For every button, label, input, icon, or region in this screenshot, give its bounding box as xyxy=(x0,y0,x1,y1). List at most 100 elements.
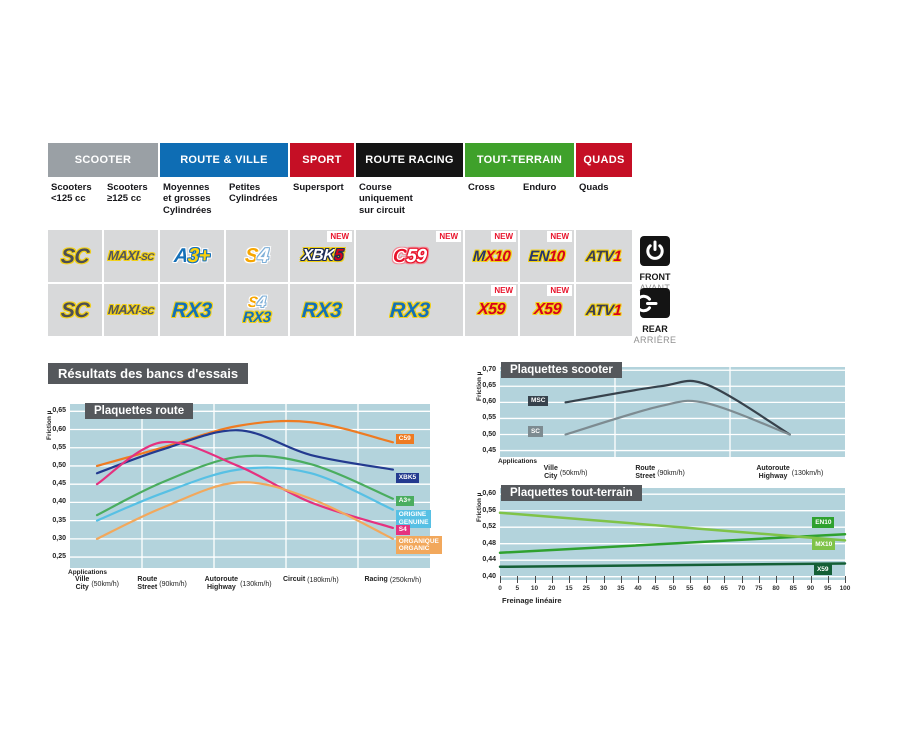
station-name: Circuit xyxy=(283,576,305,584)
product-logo: MAXI-SC xyxy=(108,248,155,264)
y-tick-route: 0,60 xyxy=(52,425,66,433)
series-badge-c59: C59 xyxy=(395,433,414,445)
chart-title-scooter: Plaquettes scooter xyxy=(501,362,622,378)
series-badge-organique-organic: ORGANIQUE ORGANIC xyxy=(395,536,442,555)
logo-text: 3+ xyxy=(187,245,211,267)
product-cell-front: NEW XBK5 xyxy=(290,230,354,282)
x-tick-label: 40 xyxy=(634,585,642,592)
subcategory-quads: Quads xyxy=(576,179,632,228)
station-name: Racing xyxy=(364,576,387,584)
x-tick-label: 70 xyxy=(737,585,746,592)
logo-text: X59 xyxy=(532,301,562,318)
x-tick-label: 85 xyxy=(789,585,797,592)
x-tick-mark xyxy=(586,576,588,583)
rear-brake-disc-icon xyxy=(635,288,670,318)
series-line-mx10 xyxy=(498,511,847,542)
front-axle-block: FRONT AVANT xyxy=(632,236,678,293)
station-name: Route Street xyxy=(635,465,655,481)
x-axis-label-tout: Freinage linéaire xyxy=(502,596,562,605)
logo-text: 4 xyxy=(257,245,270,267)
category-header-quads: QUADS xyxy=(576,143,632,177)
station-name-line2: Highway xyxy=(758,473,788,481)
logo-text: 5 xyxy=(333,247,343,264)
rear-label-fr: ARRIÈRE xyxy=(633,335,677,345)
logo-text: 1 xyxy=(613,247,623,265)
series-badge-msc: MSC xyxy=(527,395,549,407)
station-name-line2: Highway xyxy=(206,584,236,592)
product-cell-front: S4 xyxy=(226,230,288,282)
station-name-line1: Racing xyxy=(364,576,388,583)
series-line-a3 xyxy=(95,454,395,517)
product-cell-rear: SC xyxy=(48,284,102,336)
y-tick-route: 0,65 xyxy=(52,407,66,415)
product-cell-rear: NEW X59 xyxy=(465,284,518,336)
series-badge-line: GENUINE xyxy=(398,518,429,526)
series-line-c59 xyxy=(95,419,395,468)
station-speed: (180km/h) xyxy=(307,576,339,584)
logo-text: EN xyxy=(528,247,550,265)
chart-plot-tout xyxy=(498,488,847,580)
product-logo: ATV1 xyxy=(585,301,622,319)
category-header-scooter: SCOOTER xyxy=(48,143,158,177)
category-header-tout-terrain: TOUT-TERRAIN xyxy=(465,143,574,177)
y-tick-tout: 0,52 xyxy=(482,523,496,531)
y-tick-scooter: 0,50 xyxy=(482,430,496,438)
subcategory-enduro: Enduro xyxy=(520,179,574,228)
x-tick-mark xyxy=(724,576,726,583)
new-badge: NEW xyxy=(436,231,461,242)
product-cell-front: SC xyxy=(48,230,102,282)
station-name-line1: Route xyxy=(137,576,158,583)
new-badge: NEW xyxy=(547,231,572,242)
product-logo: S4 xyxy=(244,245,270,267)
logo-text: MAXI xyxy=(107,302,140,318)
product-logo: ATV1 xyxy=(586,247,623,265)
series-line-origine-genuine xyxy=(95,466,395,522)
rear-axle-block: REAR ARRIÈRE xyxy=(632,288,678,345)
logo-text: RX3 xyxy=(301,298,343,322)
series-line-msc xyxy=(564,379,791,436)
x-tick-mark xyxy=(827,576,829,583)
new-badge: NEW xyxy=(491,285,516,296)
series-badge-line: S4 xyxy=(398,526,407,534)
x-tick-label: 45 xyxy=(651,585,659,592)
station-name: Route Street xyxy=(137,576,157,592)
x-tick-mark xyxy=(620,576,622,583)
station-name-line1: Circuit xyxy=(282,576,306,583)
applications-label-scooter: Applications xyxy=(498,458,538,465)
x-tick-label: 55 xyxy=(686,585,694,592)
logo-text: ATV xyxy=(585,301,615,319)
logo-text: SC xyxy=(60,298,90,322)
logo-text: -SC xyxy=(138,252,155,264)
new-badge: NEW xyxy=(491,231,516,242)
logo-text: M xyxy=(472,247,486,265)
y-tick-route: 0,45 xyxy=(52,480,66,488)
station-name: Ville City xyxy=(544,465,558,481)
logo-text: XBK xyxy=(301,247,335,264)
logo-text: X10 xyxy=(484,247,511,265)
station-name-line2: Street xyxy=(635,473,656,481)
x-tick-mark xyxy=(638,576,639,583)
x-tick-label: 90 xyxy=(806,585,815,592)
x-tick-label: 15 xyxy=(565,585,573,592)
x-tick-mark xyxy=(551,576,553,583)
category-header-route-ville: ROUTE & VILLE xyxy=(160,143,288,177)
product-logo: A3+ xyxy=(173,245,211,267)
product-logo: X59 xyxy=(477,301,505,318)
x-tick-mark xyxy=(741,576,743,583)
series-badge-line: ORGANIC xyxy=(398,545,430,553)
subcategory-scooters: Scooters ≥125 cc xyxy=(104,179,158,228)
station-name-line2: City xyxy=(544,473,558,481)
series-line-x59 xyxy=(498,562,847,569)
station-name-line1: Route xyxy=(635,465,656,472)
subcategory-scooters: Scooters <125 cc xyxy=(48,179,102,228)
product-logo: SC xyxy=(60,298,90,322)
product-cell-rear: ATV1 xyxy=(576,284,632,336)
section-title: Résultats des bancs d'essais xyxy=(48,363,249,384)
x-tick-mark xyxy=(793,576,795,583)
station-speed: (250km/h) xyxy=(389,576,422,584)
series-line-en10 xyxy=(498,532,847,555)
station-name-line2: Street xyxy=(137,584,158,592)
subcategory-moyennes: Moyennes et grosses Cylindrées xyxy=(160,179,224,228)
series-badge-en10: EN10 xyxy=(812,517,835,528)
